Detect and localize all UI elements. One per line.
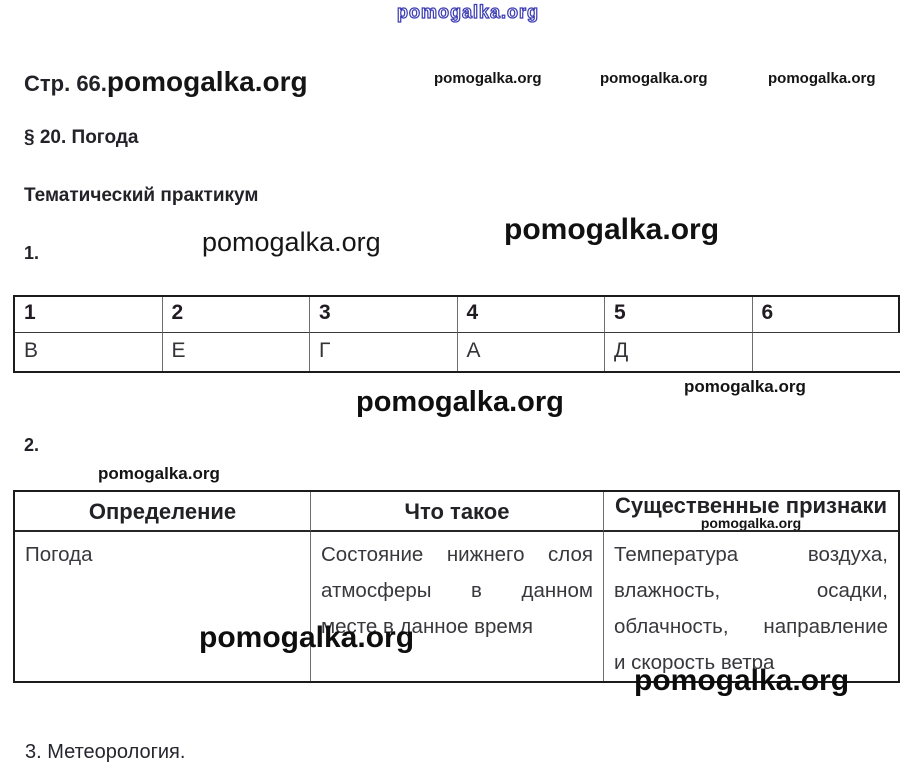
watermark-top-1: pomogalka.org (434, 70, 542, 87)
task-3-answer: 3. Метеорология. (25, 741, 186, 763)
what-is-cell: Состояние нижнего слоя атмосферы в данном… (311, 532, 604, 681)
answers-table-header: 1 (15, 297, 163, 333)
definition-table-header: Существенные признаки pomogalka.org (604, 492, 898, 532)
practicum-subtitle: Тематический практикум (24, 185, 259, 206)
definition-table-header-label: Существенные признаки (614, 493, 888, 518)
task-1-label: 1. (24, 243, 40, 263)
watermark-header-inline: pomogalka.org (106, 66, 308, 97)
definition-cell: Погода (15, 532, 311, 681)
answers-table-cell: Д (605, 333, 753, 371)
answers-table-header: 4 (457, 297, 605, 333)
watermark-table2-header: pomogalka.org (700, 515, 802, 531)
page-number-label: Стр. 66. (24, 71, 107, 96)
definition-table-header: Определение (15, 492, 311, 532)
watermark-below-table1-large: pomogalka.org (356, 386, 564, 418)
watermark-above-table2: pomogalka.org (98, 464, 220, 483)
answers-table-header: 6 (752, 297, 900, 333)
answers-table-header: 5 (605, 297, 753, 333)
features-cell: Температура воздуха, влажность, осадки, об… (614, 543, 888, 674)
watermark-top-2: pomogalka.org (600, 70, 708, 87)
answers-table-cell: Г (310, 333, 458, 371)
answers-table-cell (753, 333, 901, 371)
watermark-bottom-right: pomogalka.org (634, 664, 850, 697)
answers-table-header: 2 (162, 297, 310, 333)
task-2-label: 2. (24, 435, 40, 455)
watermark-top-3: pomogalka.org (768, 70, 876, 87)
paragraph-title: § 20. Погода (24, 127, 139, 148)
page-number-heading: Стр. 66. pomogalka.org (24, 66, 308, 98)
answers-table: 1 2 3 4 5 6 В Е Г А Д (13, 295, 900, 373)
watermark-mid-left: pomogalka.org (202, 227, 381, 257)
answers-table-cell: Е (163, 333, 310, 371)
answers-table-cell: А (458, 333, 605, 371)
answers-table-header: 3 (310, 297, 458, 333)
watermark-top-outline: pomogalka.org (396, 1, 540, 22)
watermark-mid-right: pomogalka.org (504, 213, 720, 246)
watermark-below-table1-small: pomogalka.org (684, 377, 806, 396)
definition-table: Определение Что такое Существенные призн… (13, 490, 900, 683)
answers-table-cell: В (15, 333, 163, 371)
definition-table-header: Что такое (311, 492, 604, 532)
watermark-inside-table2: pomogalka.org (199, 621, 415, 654)
